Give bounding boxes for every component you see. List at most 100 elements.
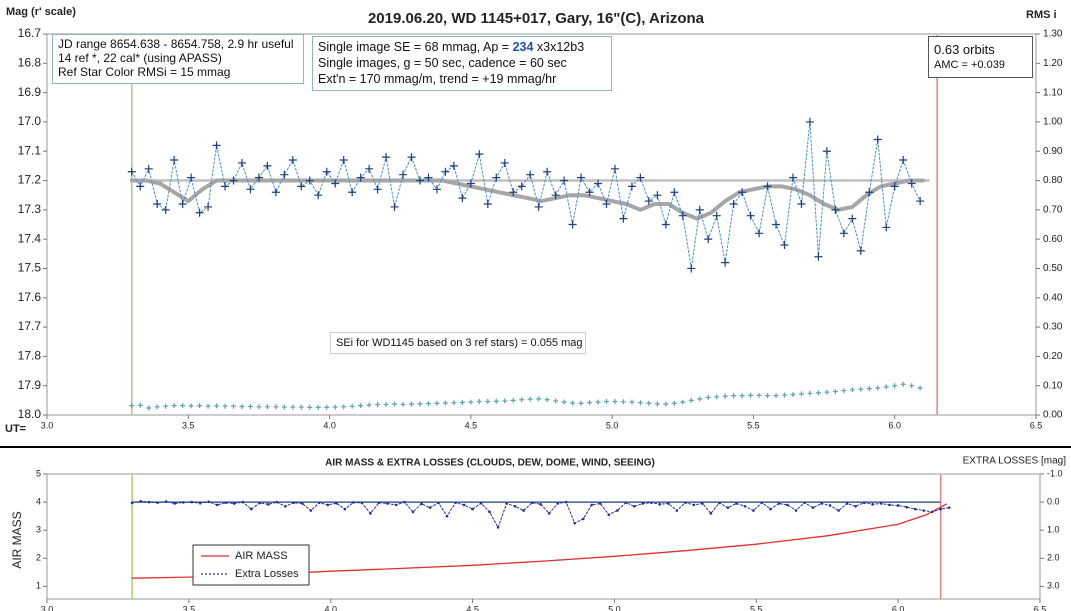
data-point [137, 402, 143, 408]
data-point [441, 167, 450, 176]
data-point [815, 390, 821, 396]
data-point [803, 501, 806, 504]
data-point [680, 399, 686, 405]
y2-tick-label: 0.20 [1043, 351, 1063, 362]
data-point [692, 503, 696, 507]
data-point [947, 506, 951, 510]
data-point [615, 509, 619, 512]
data-point [539, 503, 542, 506]
data-point [650, 501, 653, 504]
aperture: 234 [512, 40, 534, 54]
image-text: Single image SE = 68 mmag, Ap = [318, 40, 513, 54]
data-point [788, 173, 797, 182]
data-point [156, 501, 159, 504]
data-point [627, 182, 636, 191]
y2-tick-label: 2.0 [1047, 553, 1060, 563]
data-point [595, 399, 601, 405]
data-point [722, 393, 728, 399]
data-point [513, 505, 517, 508]
data-point [181, 501, 185, 504]
y-tick-label: 17.6 [18, 290, 42, 304]
data-point [667, 502, 670, 505]
data-point [237, 158, 246, 167]
data-point [729, 199, 738, 208]
y2-tick-label: 0.30 [1043, 322, 1063, 333]
x-tick-label: 5.5 [747, 420, 760, 430]
x-tick-label: 5.5 [750, 604, 763, 611]
y-tick-label: 17.1 [18, 143, 42, 157]
data-point [718, 501, 721, 505]
data-point [239, 404, 245, 410]
data-point [488, 510, 491, 514]
data-point [527, 396, 533, 402]
y2-tick-label: 0.50 [1043, 263, 1063, 274]
x-tick-label: 5.0 [608, 604, 621, 611]
series-line [131, 121, 921, 269]
data-point [865, 188, 874, 197]
x-axis-label: UT= [5, 423, 26, 435]
data-point [415, 176, 424, 185]
data-point [581, 517, 585, 521]
data-point [197, 403, 203, 409]
info-line: Ref Star Color RMSi = 15 mmag [58, 65, 231, 79]
data-point [409, 401, 415, 407]
data-point [755, 229, 764, 238]
data-point [610, 164, 619, 173]
data-point [641, 502, 645, 505]
data-point [428, 506, 432, 510]
data-point [671, 400, 677, 406]
data-point [697, 396, 703, 402]
data-point [637, 400, 643, 406]
y-tick-label: 17.9 [18, 378, 42, 392]
data-point [831, 205, 840, 214]
image-box: Single image SE = 68 mmag, Ap = 234 x3x1… [312, 36, 612, 91]
data-point [365, 164, 374, 173]
data-point [824, 389, 830, 395]
data-point [292, 501, 296, 504]
data-point [553, 398, 559, 404]
data-point [366, 402, 372, 408]
data-point [798, 391, 804, 397]
data-point [207, 500, 211, 504]
data-point [721, 258, 730, 267]
data-point [849, 387, 855, 393]
data-point [714, 394, 720, 400]
image-text: x3x12b3 [533, 40, 585, 54]
data-point [862, 501, 866, 504]
data-point [748, 392, 754, 398]
data-point [882, 223, 891, 232]
data-point [326, 503, 330, 507]
data-point [264, 404, 270, 410]
y-tick-label: 3 [36, 525, 41, 535]
y-tick-label: 5 [36, 468, 41, 478]
data-point [281, 404, 287, 410]
data-point [811, 506, 815, 510]
data-point [913, 507, 917, 511]
data-point [335, 501, 338, 505]
data-point [746, 211, 755, 220]
y2-tick-label: 1.00 [1043, 117, 1063, 128]
data-point [695, 205, 704, 214]
data-point [594, 179, 603, 188]
data-point [509, 188, 518, 197]
data-point [871, 503, 874, 506]
data-point [247, 404, 253, 410]
y-tick-label: 1 [36, 581, 41, 591]
data-point [790, 391, 796, 397]
data-point [530, 501, 534, 504]
data-point [856, 246, 865, 255]
y-tick-label: 17.5 [18, 261, 42, 275]
data-point [786, 503, 789, 507]
data-point [765, 393, 771, 399]
y2-tick-label: 0.70 [1043, 204, 1063, 215]
sei-line: SEi for WD1145 based on 3 ref stars) = 0… [336, 337, 583, 349]
data-point [841, 388, 847, 394]
data-point [178, 199, 187, 208]
data-point [739, 393, 745, 399]
data-point [437, 501, 440, 505]
data-point [916, 197, 925, 206]
data-point [769, 507, 772, 511]
data-point [619, 214, 628, 223]
data-point [468, 399, 474, 405]
data-point [505, 502, 508, 505]
